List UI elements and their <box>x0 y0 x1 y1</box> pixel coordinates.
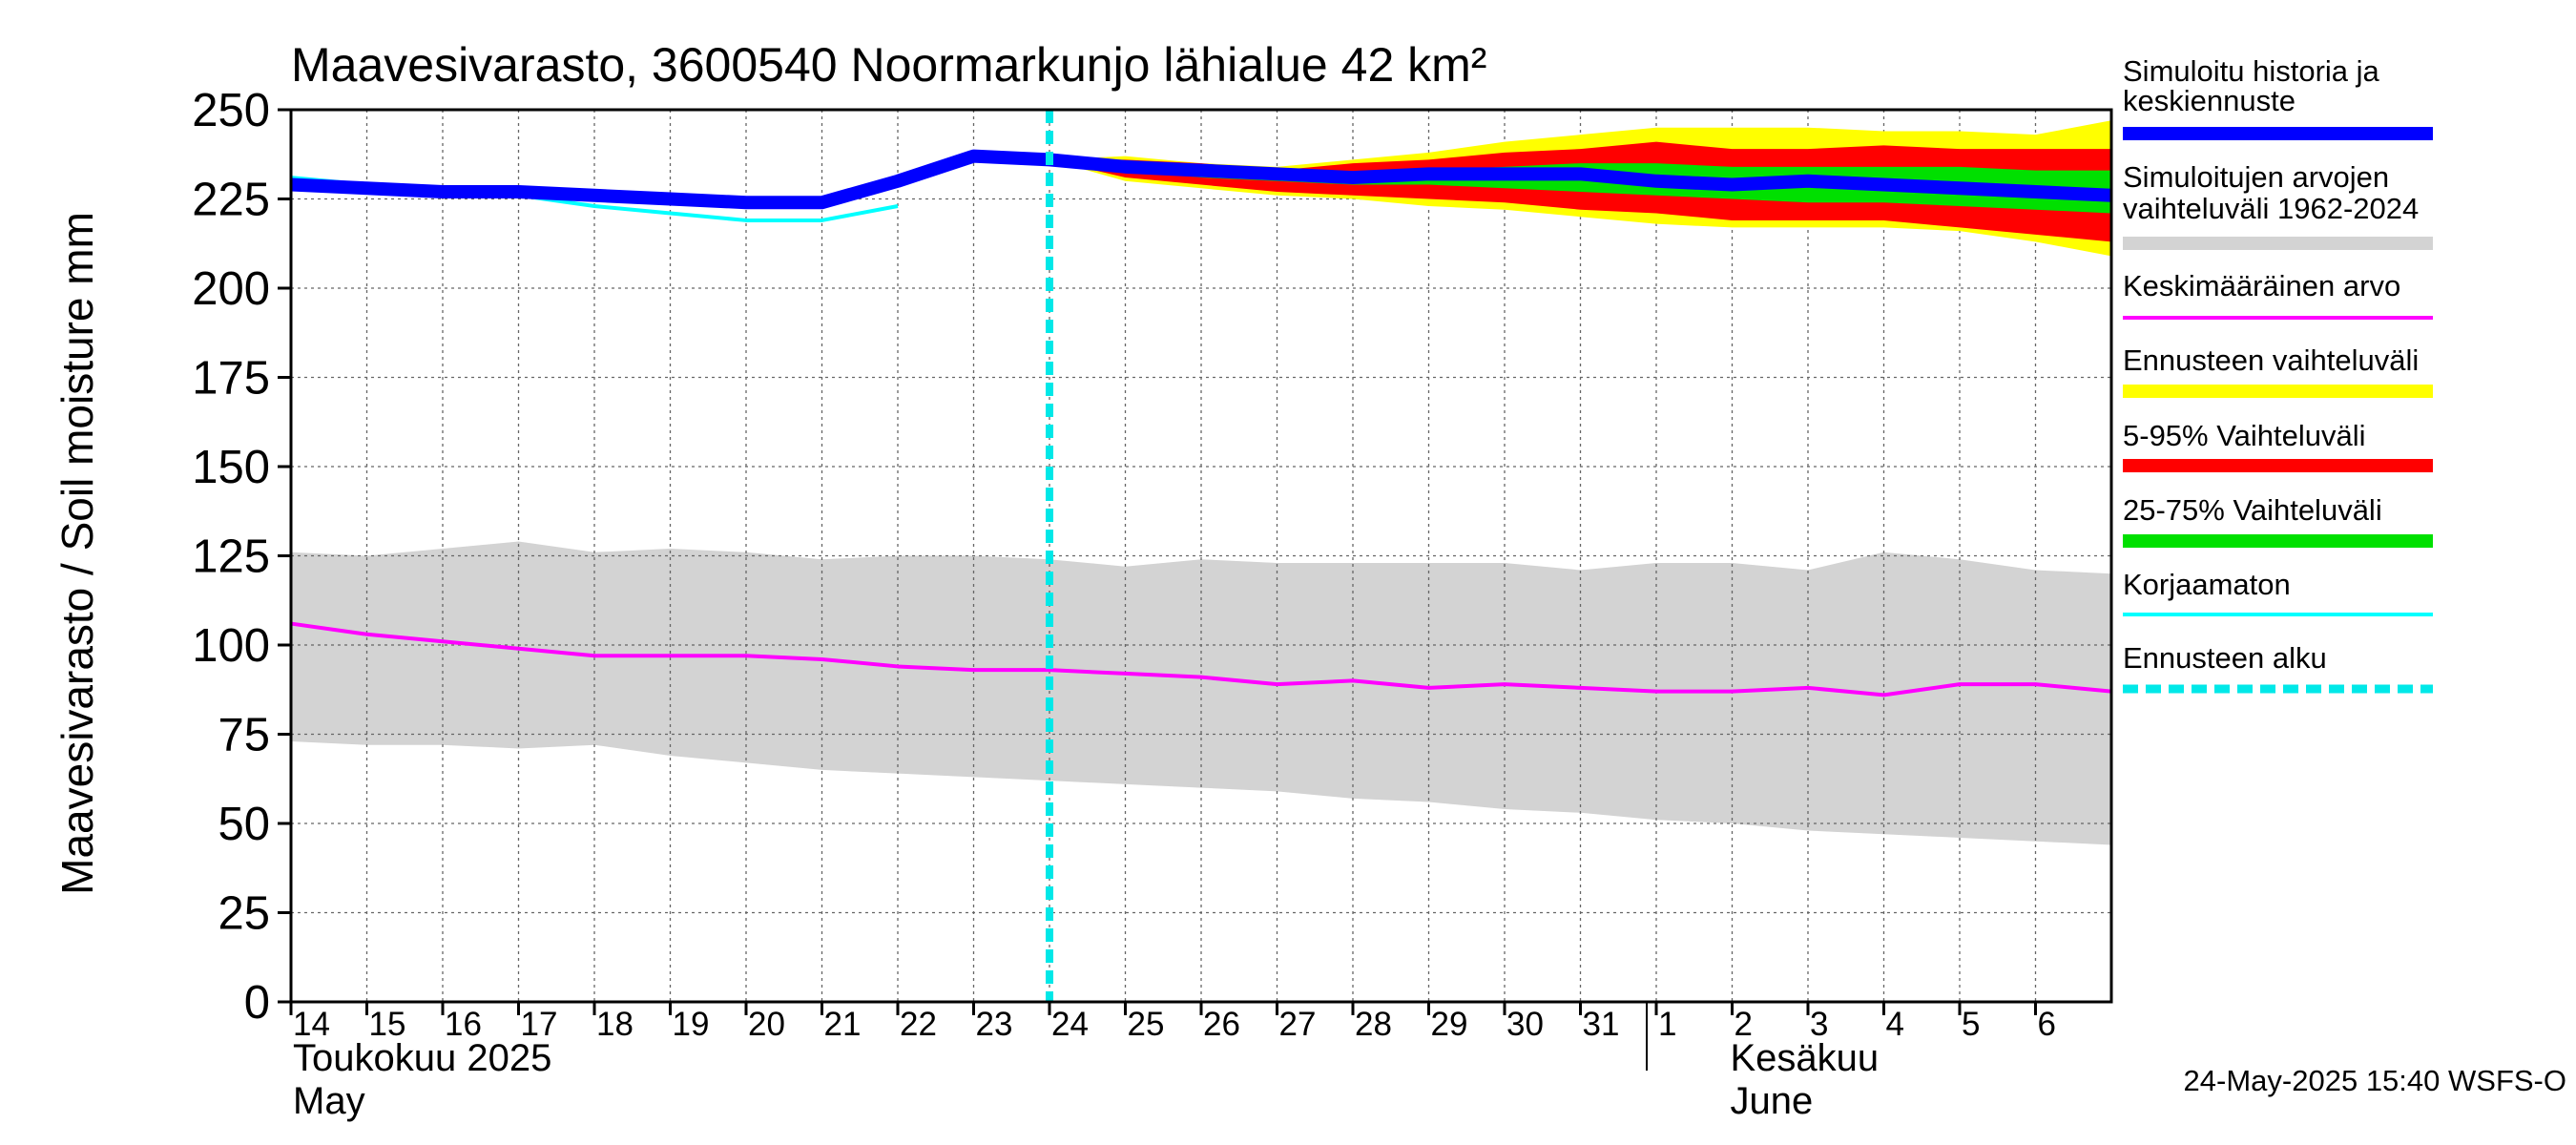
x-tick-label: 4 <box>1886 1006 1904 1043</box>
x-tick-label: 20 <box>748 1006 785 1043</box>
y-tick-label: 50 <box>218 799 270 850</box>
x-tick-label: 22 <box>900 1006 937 1043</box>
y-tick-label: 100 <box>192 620 270 672</box>
x-tick-label: 31 <box>1583 1006 1620 1043</box>
x-tick-label: 14 <box>293 1006 330 1043</box>
legend-label: 5-95% Vaihteluväli <box>2123 419 2365 452</box>
x-tick-label: 5 <box>1962 1006 1980 1043</box>
x-tick-label: 19 <box>673 1006 710 1043</box>
timestamp-footer: 24-May-2025 15:40 WSFS-O <box>2184 1064 2566 1097</box>
legend-label: Simuloitu historia ja <box>2123 54 2380 88</box>
legend-label: Keskimääräinen arvo <box>2123 269 2400 302</box>
legend-label: Korjaamaton <box>2123 568 2291 601</box>
x-tick-label: 6 <box>2038 1006 2056 1043</box>
y-tick-label: 250 <box>192 85 270 136</box>
x-tick-label: 25 <box>1128 1006 1165 1043</box>
x-tick-label: 3 <box>1810 1006 1828 1043</box>
month-label-en-may: May <box>293 1080 365 1122</box>
x-tick-label: 26 <box>1203 1006 1240 1043</box>
x-tick-label: 30 <box>1506 1006 1544 1043</box>
x-tick-label: 27 <box>1279 1006 1317 1043</box>
forecast-bands-layer <box>1049 120 2111 257</box>
legend-label: Simuloitujen arvojen <box>2123 160 2389 194</box>
mean-line <box>290 621 2112 697</box>
series-lines-layer <box>290 110 2112 1002</box>
x-tick-label: 21 <box>824 1006 862 1043</box>
forecast-25-75-band <box>1049 159 2111 214</box>
y-tick-label: 200 <box>192 263 270 315</box>
y-tick-label: 225 <box>192 175 270 226</box>
month-label-fi-may: Toukokuu 2025 <box>293 1037 551 1079</box>
x-tick-label: 29 <box>1431 1006 1468 1043</box>
x-tick-label: 28 <box>1355 1006 1392 1043</box>
x-tick-label: 2 <box>1735 1006 1753 1043</box>
legend-label-line2: vaihteluväli 1962-2024 <box>2123 192 2419 225</box>
legend-label: Ennusteen vaihteluväli <box>2123 344 2419 377</box>
x-tick-label: 17 <box>521 1006 558 1043</box>
x-tick-label: 23 <box>976 1006 1013 1043</box>
x-tick-label: 1 <box>1658 1006 1676 1043</box>
month-label-fi-june: Kesäkuu <box>1731 1037 1880 1079</box>
y-tick-label: 175 <box>192 353 270 405</box>
simulated-line <box>290 149 2112 210</box>
chart-title: Maavesivarasto, 3600540 Noormarkunjo läh… <box>291 38 1486 92</box>
x-tick-label: 16 <box>445 1006 482 1043</box>
y-tick-label: 125 <box>192 531 270 583</box>
y-tick-label: 0 <box>244 977 270 1029</box>
y-tick-label: 150 <box>192 442 270 493</box>
y-axis-label: Maavesivarasto / Soil moisture mm <box>52 212 102 895</box>
legend-label-line2: keskiennuste <box>2123 84 2296 117</box>
x-tick-label: 24 <box>1051 1006 1089 1043</box>
month-label-en-june: June <box>1731 1080 1814 1122</box>
y-tick-label: 75 <box>218 710 270 761</box>
legend-label: Ennusteen alku <box>2123 641 2327 675</box>
x-tick-label: 18 <box>596 1006 634 1043</box>
y-tick-label: 25 <box>218 888 270 940</box>
legend-label: 25-75% Vaihteluväli <box>2123 493 2382 527</box>
x-tick-label: 15 <box>369 1006 406 1043</box>
